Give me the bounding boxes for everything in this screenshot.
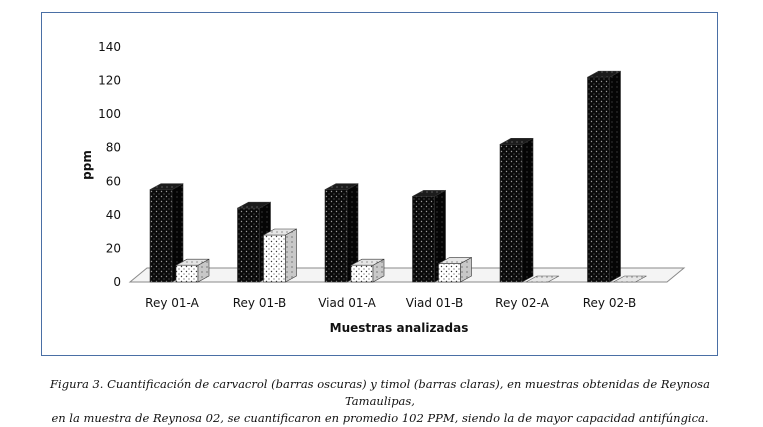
bar-front-face: [350, 264, 374, 283]
bar-light-3: [438, 257, 472, 283]
bar-side-face: [609, 70, 621, 283]
x-axis: Rey 01-A Rey 01-B Viad 01-A Viad 01-B Rey 02…: [145, 296, 636, 310]
x-tick-label: Rey 01-B: [233, 296, 287, 310]
bar-light-4: [525, 275, 560, 283]
caption-line-2: en la muestra de Reynosa 02, se cuantifi…: [51, 411, 709, 425]
bar-top-face: [350, 258, 385, 266]
y-tick-label: 40: [106, 208, 121, 222]
bar-side-face: [521, 137, 534, 283]
y-tick-label: 120: [98, 74, 121, 88]
y-axis-title: ppm: [80, 150, 94, 180]
bar-dark-2: [324, 183, 359, 283]
bar-dark-4: [499, 137, 534, 283]
bar-top-face: [613, 275, 647, 283]
bar-front-face: [499, 144, 523, 283]
bar-top-face: [499, 138, 534, 145]
bar-light-0: [175, 258, 210, 283]
bar-light-1: [263, 228, 297, 283]
bar-front-face: [149, 189, 173, 283]
bar-side-face: [285, 228, 297, 283]
chart-frame: [41, 12, 718, 356]
bar-front-face: [412, 196, 435, 283]
x-axis-title: Muestras analizadas: [330, 321, 469, 335]
bar-front-face: [263, 234, 286, 283]
bar-top-face: [324, 183, 359, 190]
bar-front-face: [438, 263, 461, 283]
bar-top-face: [175, 258, 210, 266]
bar-front-face: [237, 207, 260, 283]
y-tick-label: 0: [113, 275, 121, 289]
bar-top-face: [412, 190, 446, 197]
x-tick-label: Rey 01-A: [145, 296, 199, 310]
bar-top-face: [438, 257, 472, 264]
y-tick-label: 100: [98, 107, 121, 121]
x-tick-label: Rey 02-A: [495, 296, 549, 310]
y-axis: 0 20 40 60 80 100 120 140: [98, 40, 121, 289]
caption-line-1: Figura 3. Cuantificación de carvacrol (b…: [20, 376, 740, 410]
bars-layer: [149, 70, 647, 283]
bar-front-face: [587, 76, 610, 283]
bar-front-face: [324, 189, 348, 283]
y-tick-label: 20: [106, 241, 121, 255]
bar-front-face: [175, 264, 199, 283]
x-tick-label: Viad 01-B: [406, 296, 463, 310]
bar-light-2: [350, 258, 385, 283]
x-tick-label: Viad 01-A: [318, 296, 376, 310]
bar-chart: 0 20 40 60 80 100 120 140 Rey 01-A Rey 01-B Viad …: [80, 40, 686, 335]
bar-dark-0: [149, 183, 184, 283]
bar-light-5: [613, 275, 647, 283]
bar-top-face: [525, 275, 560, 283]
bar-top-face: [587, 70, 621, 78]
figure-caption: Figura 3. Cuantificación de carvacrol (b…: [20, 376, 740, 427]
y-tick-label: 60: [106, 174, 121, 188]
caption-text-1: Cuantificación de carvacrol (barras oscu…: [107, 377, 710, 408]
bar-top-face: [263, 228, 297, 236]
bar-dark-5: [587, 70, 621, 283]
y-tick-label: 140: [98, 40, 121, 54]
y-tick-label: 80: [106, 141, 121, 155]
bar-top-face: [149, 183, 184, 190]
bar-dark-3: [412, 189, 446, 283]
x-tick-label: Rey 02-B: [583, 296, 637, 310]
bar-top-face: [237, 201, 271, 209]
caption-label: Figura 3.: [50, 377, 104, 391]
